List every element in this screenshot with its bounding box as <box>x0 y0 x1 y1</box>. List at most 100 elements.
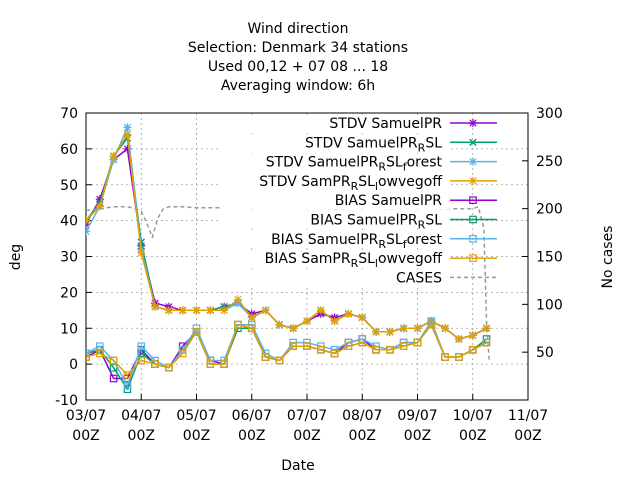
x-tick-label-time: 00Z <box>72 428 99 444</box>
y2-tick-label: 50 <box>536 345 554 361</box>
data-point <box>330 317 339 326</box>
data-point <box>233 295 242 304</box>
data-point <box>151 360 159 368</box>
legend-item-bg <box>220 192 450 210</box>
y-tick-label: 30 <box>60 250 78 266</box>
x-tick-label: 06/07 <box>232 408 272 424</box>
legend-item: STDV SamuelPR <box>220 115 497 132</box>
series <box>86 123 491 394</box>
x-tick-label: 05/07 <box>176 408 216 424</box>
data-point <box>399 324 408 333</box>
legend-item-bg <box>220 230 450 248</box>
data-point <box>303 342 311 350</box>
data-point <box>206 306 215 315</box>
legend-item-bg <box>220 115 450 132</box>
data-point <box>275 356 284 365</box>
y-tick-label: -10 <box>55 393 78 409</box>
data-point <box>206 360 215 368</box>
y2-axis-ticks: 50 100 150 200 250 300 <box>522 106 563 361</box>
y2-tick-label: 200 <box>536 202 563 218</box>
y-axis-label: deg <box>8 244 24 270</box>
data-point <box>95 195 104 204</box>
x-tick-label: 08/07 <box>342 408 382 424</box>
data-point <box>86 353 90 361</box>
legend-item: BIAS SamPRRSLlowvegoff <box>220 250 497 270</box>
legend-item-bg <box>220 153 450 171</box>
data-point <box>123 123 132 132</box>
data-point <box>372 327 381 336</box>
data-point <box>123 381 132 390</box>
x-tick-label: 11/07 <box>508 408 548 424</box>
y-tick-label: 60 <box>60 142 78 158</box>
data-point <box>96 342 104 350</box>
legend-item: BIAS SamuelPR <box>220 192 497 210</box>
data-point <box>399 342 408 350</box>
data-point <box>358 338 367 347</box>
data-point <box>289 342 297 350</box>
y-tick-label: 0 <box>69 357 78 373</box>
x-tick-label: 03/07 <box>66 408 106 424</box>
data-point <box>469 176 477 185</box>
data-point <box>469 196 477 205</box>
x-tick-label-time: 00Z <box>183 428 210 444</box>
data-point <box>109 374 118 383</box>
data-point <box>427 320 436 329</box>
y-tick-label: 10 <box>60 321 78 337</box>
data-point <box>109 152 118 161</box>
data-point <box>317 345 325 354</box>
data-point <box>275 320 284 329</box>
title-line-4: Averaging window: 6h <box>221 78 375 94</box>
legend-item-bg <box>220 211 450 229</box>
data-point <box>220 360 228 368</box>
data-point <box>303 317 311 326</box>
legend-label: BIAS SamPRRSLlowvegoff <box>265 251 443 270</box>
y-tick-label: 70 <box>60 106 78 122</box>
data-point <box>330 349 339 358</box>
legend-item-bg <box>220 172 450 190</box>
y-tick-label: 40 <box>60 214 78 230</box>
data-point <box>165 363 173 372</box>
y2-tick-label: 300 <box>536 106 563 122</box>
y2-tick-label: 150 <box>536 250 563 266</box>
data-point <box>469 119 477 127</box>
data-point <box>413 338 422 347</box>
series-9 <box>86 206 491 362</box>
data-point <box>96 349 104 358</box>
data-point <box>289 324 298 333</box>
series-line <box>86 323 488 390</box>
y2-tick-label: 100 <box>536 297 563 313</box>
title-line-3: Used 00,12 + 07 08 ... 18 <box>208 59 388 75</box>
data-point <box>372 345 380 354</box>
data-point <box>86 227 90 236</box>
legend-item: STDV SamuelPRRSLforest <box>220 153 497 174</box>
data-point <box>247 313 256 322</box>
x-tick-label: 07/07 <box>287 408 327 424</box>
series-8 <box>86 320 491 379</box>
data-point <box>164 306 173 315</box>
y-axis-ticks: -10 0 10 20 30 40 50 60 70 <box>55 106 92 409</box>
data-point <box>455 353 463 361</box>
data-point <box>454 335 463 344</box>
x-axis-ticks: 03/07 00Z 04/07 00Z 05/07 00Z 06/07 00Z 07/07 00Z… <box>66 394 548 444</box>
title-line-1: Wind direction <box>248 21 349 37</box>
data-point <box>469 157 477 166</box>
data-point <box>178 306 187 315</box>
data-point <box>151 302 160 311</box>
data-point <box>468 331 477 340</box>
x-tick-label-time: 00Z <box>514 428 541 444</box>
data-point <box>469 215 477 224</box>
data-point <box>469 235 477 243</box>
legend-item: BIAS SamuelPRRSL <box>220 211 497 232</box>
data-point <box>261 306 270 315</box>
x-tick-label-time: 00Z <box>238 428 265 444</box>
y-tick-label: 20 <box>60 285 78 301</box>
legend-item-bg <box>220 134 450 152</box>
x-tick-label: 10/07 <box>453 408 493 424</box>
y2-tick-label: 250 <box>536 154 563 170</box>
data-point <box>86 216 90 225</box>
legend-item: BIAS SamuelPRRSLforest <box>220 230 497 251</box>
legend-label: BIAS SamuelPRRSLforest <box>271 232 442 251</box>
series-line <box>86 206 491 362</box>
data-point <box>358 313 367 322</box>
